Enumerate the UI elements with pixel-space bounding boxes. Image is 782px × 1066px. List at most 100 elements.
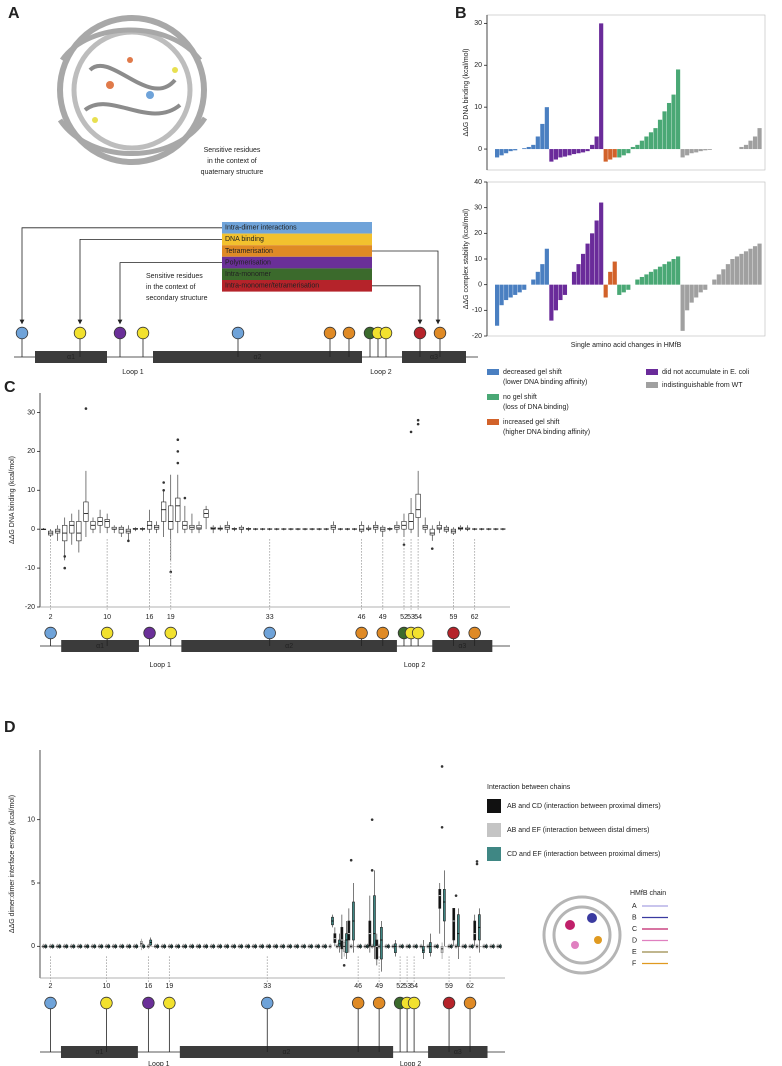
helix-label: α3 — [430, 354, 438, 361]
bar — [544, 248, 549, 285]
box — [429, 942, 432, 953]
x-tick-label: 53 — [403, 983, 411, 990]
helix — [428, 1046, 488, 1058]
connector — [19, 227, 222, 325]
y-tick-label: -10 — [472, 307, 482, 314]
secondary-caption: secondary structure — [146, 295, 208, 302]
panel-label: B — [455, 5, 467, 22]
legend-label: AB and CD (interaction between proximal … — [507, 803, 661, 810]
box — [415, 493, 421, 518]
bar — [522, 284, 527, 290]
box — [380, 927, 383, 960]
legend-label: CD and EF (interaction between proximal … — [507, 851, 660, 858]
legend-swatch — [222, 268, 372, 280]
box — [83, 501, 89, 522]
outlier — [475, 862, 479, 866]
y-tick-label: 30 — [474, 20, 482, 27]
box — [345, 933, 348, 953]
residue-marker — [100, 626, 114, 640]
bar — [671, 94, 676, 150]
legend-swatch — [487, 419, 499, 425]
bar — [703, 284, 708, 290]
connector — [77, 239, 222, 325]
legend-swatch — [222, 233, 372, 246]
bar — [639, 140, 644, 150]
bar — [730, 259, 735, 285]
residue-marker — [447, 626, 460, 640]
box — [338, 939, 341, 947]
bar — [526, 146, 531, 150]
bar — [648, 132, 654, 150]
outlier — [430, 547, 434, 550]
outlier — [409, 430, 413, 434]
chain-label: B — [632, 914, 637, 921]
plot-frame — [486, 181, 766, 337]
bar — [666, 261, 672, 285]
bar — [580, 253, 586, 285]
outlier — [475, 860, 479, 863]
legend-label: Tetramerisation — [225, 248, 273, 255]
bar — [685, 284, 690, 311]
residue-marker — [143, 626, 156, 640]
legend-swatch — [222, 256, 372, 269]
bar — [513, 149, 518, 151]
y-tick-label: 0 — [31, 943, 35, 950]
outlier — [63, 566, 67, 570]
bar — [590, 144, 595, 150]
bar — [594, 220, 599, 285]
x-tick-label: 33 — [263, 983, 271, 990]
box — [76, 521, 82, 542]
helix-label: α1 — [95, 1049, 103, 1056]
bar — [553, 284, 558, 311]
y-tick-label: -20 — [472, 333, 482, 340]
y-tick-label: 0 — [31, 526, 35, 533]
outlier — [63, 555, 67, 558]
legend-label: Intra-dimer interactions — [225, 225, 297, 232]
outlier — [402, 543, 406, 547]
bar — [752, 246, 758, 285]
helix — [181, 640, 397, 652]
residue-marker — [413, 326, 427, 340]
y-tick-label: -20 — [25, 604, 35, 611]
residue-marker — [342, 326, 356, 340]
box — [359, 524, 365, 532]
bar — [603, 149, 608, 162]
loop-label: Loop 1 — [148, 1061, 170, 1066]
outlier — [454, 894, 458, 897]
bar — [757, 243, 762, 285]
bar — [653, 128, 658, 150]
outlier — [416, 418, 420, 422]
box — [457, 914, 460, 947]
bar — [676, 256, 681, 285]
residue-marker — [164, 626, 177, 640]
legend-swatch — [222, 245, 372, 257]
residue-marker — [376, 626, 389, 640]
inset-title: HMfB chain — [630, 890, 666, 897]
residue-marker — [142, 996, 155, 1010]
bar — [612, 261, 617, 285]
box — [429, 528, 435, 536]
x-tick-label: 10 — [103, 983, 111, 990]
secondary-caption: in the context of — [146, 284, 195, 291]
box — [175, 497, 181, 522]
bar — [657, 266, 663, 285]
bar — [666, 102, 672, 150]
helix-label: α2 — [285, 643, 293, 650]
helix-label: α3 — [458, 643, 466, 650]
bar — [567, 149, 572, 156]
box — [422, 946, 425, 953]
box — [438, 889, 442, 909]
bar — [585, 149, 590, 152]
outlier — [162, 481, 165, 484]
x-tick-label: 54 — [410, 983, 418, 990]
residue-marker — [231, 326, 245, 340]
bar — [549, 149, 554, 162]
chain-label: A — [632, 903, 637, 910]
outlier — [349, 858, 353, 862]
bar — [707, 149, 712, 150]
legend-swatch — [646, 369, 658, 375]
bar — [725, 264, 730, 285]
bar — [639, 276, 644, 285]
legend-swatch — [487, 369, 499, 375]
